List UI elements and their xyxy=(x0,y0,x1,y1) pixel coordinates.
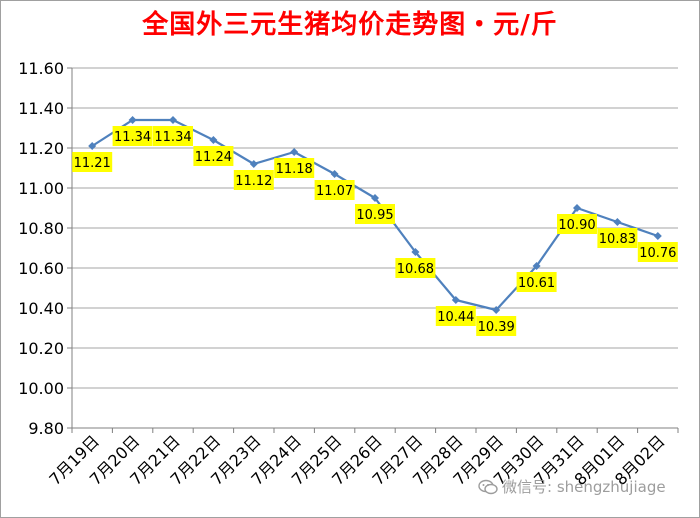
data-label-bg xyxy=(597,228,638,248)
data-point xyxy=(290,148,299,156)
chart-title: 全国外三元生猪均价走势图・元/斤 xyxy=(142,10,558,40)
data-label: 10.76 xyxy=(639,246,676,261)
data-point xyxy=(451,296,460,304)
data-point xyxy=(532,262,541,270)
data-label-bg xyxy=(395,258,436,278)
data-label: 11.07 xyxy=(316,184,353,199)
data-point xyxy=(128,116,137,124)
data-point xyxy=(573,204,581,212)
data-point xyxy=(411,248,420,256)
y-tick-label: 11.60 xyxy=(18,59,64,78)
data-point xyxy=(371,194,379,202)
data-label-bg xyxy=(193,146,234,166)
data-point xyxy=(249,160,258,168)
watermark-text: 微信号: shengzhujiage xyxy=(502,478,666,496)
data-label: 11.34 xyxy=(114,130,151,145)
y-tick-label: 9.80 xyxy=(28,419,64,438)
y-tick-label: 10.40 xyxy=(18,299,64,318)
data-label: 10.95 xyxy=(356,208,393,223)
y-tick-label: 10.80 xyxy=(18,219,64,238)
data-label-bg xyxy=(637,242,678,262)
data-point xyxy=(209,136,218,144)
y-tick-label: 11.40 xyxy=(18,99,64,118)
data-label-bg xyxy=(355,204,395,224)
y-tick-label: 11.20 xyxy=(18,139,64,158)
data-label: 11.24 xyxy=(195,150,232,165)
data-label-bg xyxy=(314,180,355,200)
data-label: 10.90 xyxy=(558,218,595,233)
data-label-bg xyxy=(72,152,113,172)
data-point xyxy=(613,218,622,226)
watermark: 微信号: shengzhujiage xyxy=(478,476,666,497)
data-label-bg xyxy=(476,316,517,336)
data-label: 11.12 xyxy=(235,174,272,189)
data-label: 10.68 xyxy=(397,262,434,277)
data-label-bg xyxy=(233,170,274,190)
y-tick-label: 11.00 xyxy=(18,179,64,198)
y-tick-label: 10.20 xyxy=(18,339,64,358)
y-tick-label: 10.00 xyxy=(18,379,64,398)
data-label: 10.39 xyxy=(478,320,515,335)
data-label: 11.18 xyxy=(276,162,313,177)
data-label: 11.34 xyxy=(154,130,191,145)
data-label-bg xyxy=(153,126,193,146)
data-point xyxy=(653,232,662,240)
data-point xyxy=(330,170,339,178)
data-point xyxy=(88,142,97,150)
data-point xyxy=(169,116,177,124)
data-label: 10.44 xyxy=(437,310,474,325)
y-tick-label: 10.60 xyxy=(18,259,64,278)
wechat-icon xyxy=(478,479,498,495)
data-label: 10.61 xyxy=(518,276,555,291)
data-label-bg xyxy=(557,214,597,234)
data-label: 10.83 xyxy=(599,232,636,247)
data-label-bg xyxy=(112,126,153,146)
data-label-bg xyxy=(435,306,476,326)
data-label-bg xyxy=(516,272,557,292)
data-label: 11.21 xyxy=(74,156,111,171)
data-label-bg xyxy=(274,158,315,178)
data-point xyxy=(492,306,501,314)
